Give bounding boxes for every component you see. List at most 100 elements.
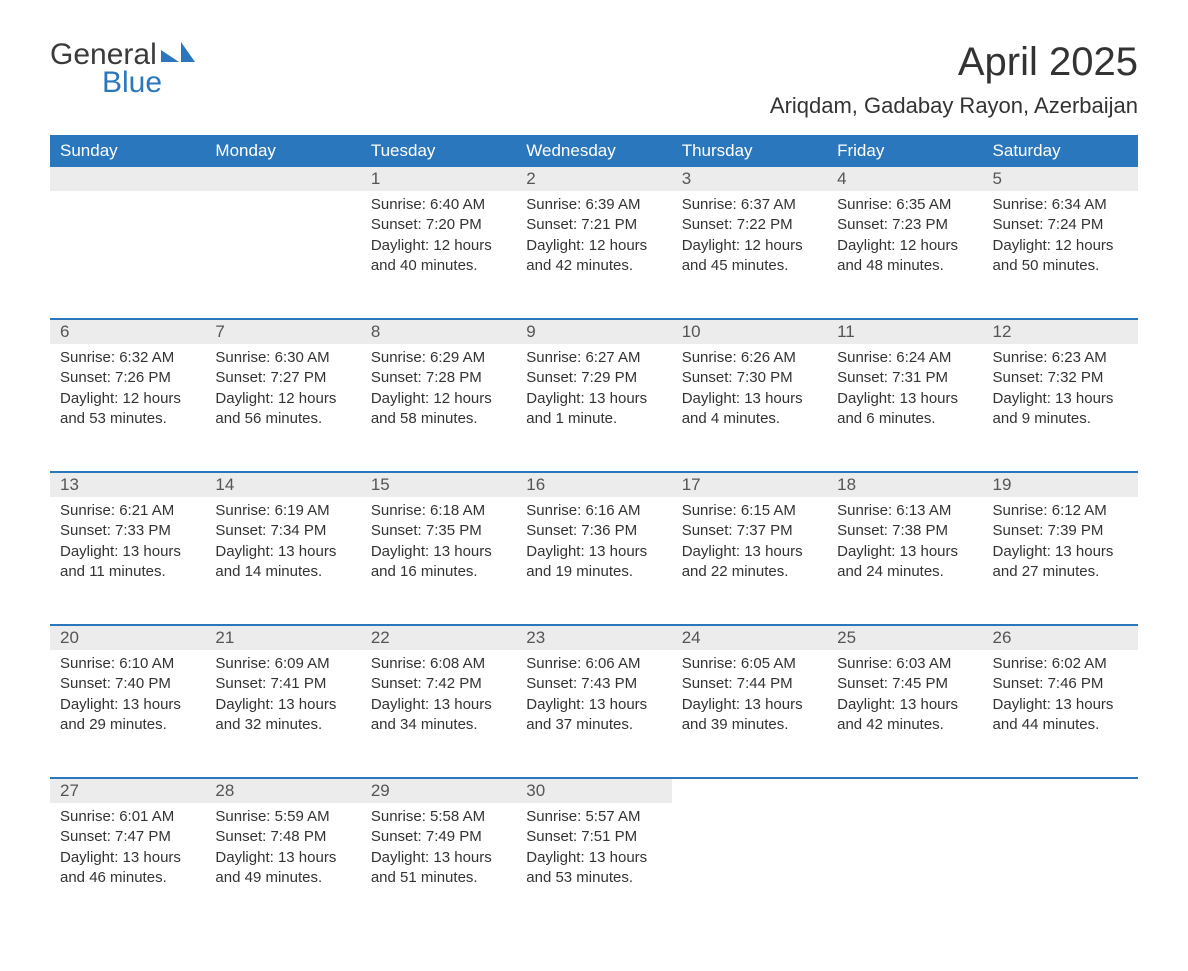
daylight-line: Daylight: 13 hours and 46 minutes. — [60, 848, 195, 889]
sunrise-line: Sunrise: 6:09 AM — [215, 654, 350, 674]
sunset-line: Sunset: 7:33 PM — [60, 521, 195, 541]
sunrise-line: Sunrise: 6:06 AM — [526, 654, 661, 674]
logo: General Blue — [50, 40, 195, 98]
sunrise-line: Sunrise: 6:24 AM — [837, 348, 972, 368]
daylight-line: Daylight: 13 hours and 6 minutes. — [837, 389, 972, 430]
day-content-cell: Sunrise: 6:21 AMSunset: 7:33 PMDaylight:… — [50, 497, 205, 625]
weekday-header: Thursday — [672, 135, 827, 167]
sunrise-line: Sunrise: 6:23 AM — [993, 348, 1128, 368]
weekday-header: Sunday — [50, 135, 205, 167]
content-row: Sunrise: 6:21 AMSunset: 7:33 PMDaylight:… — [50, 497, 1138, 625]
weekday-header: Monday — [205, 135, 360, 167]
sunset-line: Sunset: 7:26 PM — [60, 368, 195, 388]
daylight-line: Daylight: 13 hours and 51 minutes. — [371, 848, 506, 889]
day-content-cell: Sunrise: 5:58 AMSunset: 7:49 PMDaylight:… — [361, 803, 516, 931]
sunset-line: Sunset: 7:47 PM — [60, 827, 195, 847]
day-number-cell: 16 — [516, 472, 671, 497]
day-content-cell — [50, 191, 205, 319]
day-content-cell — [827, 803, 982, 931]
sunset-line: Sunset: 7:30 PM — [682, 368, 817, 388]
day-number-cell: 10 — [672, 319, 827, 344]
day-content-cell: Sunrise: 6:08 AMSunset: 7:42 PMDaylight:… — [361, 650, 516, 778]
weekday-header: Wednesday — [516, 135, 671, 167]
day-number-cell: 17 — [672, 472, 827, 497]
sunset-line: Sunset: 7:29 PM — [526, 368, 661, 388]
sunset-line: Sunset: 7:34 PM — [215, 521, 350, 541]
daylight-line: Daylight: 13 hours and 4 minutes. — [682, 389, 817, 430]
day-content-cell: Sunrise: 6:30 AMSunset: 7:27 PMDaylight:… — [205, 344, 360, 472]
day-number-cell: 3 — [672, 167, 827, 191]
day-content-cell: Sunrise: 6:35 AMSunset: 7:23 PMDaylight:… — [827, 191, 982, 319]
daylight-line: Daylight: 12 hours and 56 minutes. — [215, 389, 350, 430]
day-content-cell: Sunrise: 6:06 AMSunset: 7:43 PMDaylight:… — [516, 650, 671, 778]
day-content-cell: Sunrise: 6:39 AMSunset: 7:21 PMDaylight:… — [516, 191, 671, 319]
day-content-cell — [672, 803, 827, 931]
sunset-line: Sunset: 7:38 PM — [837, 521, 972, 541]
daylight-line: Daylight: 12 hours and 58 minutes. — [371, 389, 506, 430]
sunrise-line: Sunrise: 5:59 AM — [215, 807, 350, 827]
daylight-line: Daylight: 13 hours and 34 minutes. — [371, 695, 506, 736]
sunrise-line: Sunrise: 6:39 AM — [526, 195, 661, 215]
day-number-cell: 1 — [361, 167, 516, 191]
day-content-cell: Sunrise: 6:09 AMSunset: 7:41 PMDaylight:… — [205, 650, 360, 778]
day-content-cell: Sunrise: 6:24 AMSunset: 7:31 PMDaylight:… — [827, 344, 982, 472]
day-content-cell: Sunrise: 6:02 AMSunset: 7:46 PMDaylight:… — [983, 650, 1138, 778]
day-number-cell: 21 — [205, 625, 360, 650]
day-number-cell: 5 — [983, 167, 1138, 191]
sunrise-line: Sunrise: 6:32 AM — [60, 348, 195, 368]
sunset-line: Sunset: 7:21 PM — [526, 215, 661, 235]
daylight-line: Daylight: 13 hours and 42 minutes. — [837, 695, 972, 736]
day-content-cell: Sunrise: 6:29 AMSunset: 7:28 PMDaylight:… — [361, 344, 516, 472]
sunset-line: Sunset: 7:43 PM — [526, 674, 661, 694]
sunrise-line: Sunrise: 6:40 AM — [371, 195, 506, 215]
day-number-cell — [827, 778, 982, 803]
daylight-line: Daylight: 13 hours and 49 minutes. — [215, 848, 350, 889]
day-content-cell: Sunrise: 6:15 AMSunset: 7:37 PMDaylight:… — [672, 497, 827, 625]
sunrise-line: Sunrise: 6:12 AM — [993, 501, 1128, 521]
day-number-cell: 26 — [983, 625, 1138, 650]
sunrise-line: Sunrise: 6:35 AM — [837, 195, 972, 215]
daylight-line: Daylight: 13 hours and 37 minutes. — [526, 695, 661, 736]
day-number-cell: 7 — [205, 319, 360, 344]
logo-shape-icon — [161, 42, 195, 66]
daylight-line: Daylight: 12 hours and 53 minutes. — [60, 389, 195, 430]
sunrise-line: Sunrise: 6:03 AM — [837, 654, 972, 674]
daylight-line: Daylight: 13 hours and 29 minutes. — [60, 695, 195, 736]
sunset-line: Sunset: 7:20 PM — [371, 215, 506, 235]
day-number-cell: 27 — [50, 778, 205, 803]
day-content-cell: Sunrise: 5:57 AMSunset: 7:51 PMDaylight:… — [516, 803, 671, 931]
day-content-cell: Sunrise: 6:16 AMSunset: 7:36 PMDaylight:… — [516, 497, 671, 625]
sunset-line: Sunset: 7:28 PM — [371, 368, 506, 388]
daynum-row: 12345 — [50, 167, 1138, 191]
day-content-cell: Sunrise: 6:40 AMSunset: 7:20 PMDaylight:… — [361, 191, 516, 319]
day-number-cell: 13 — [50, 472, 205, 497]
sunrise-line: Sunrise: 6:18 AM — [371, 501, 506, 521]
sunrise-line: Sunrise: 5:57 AM — [526, 807, 661, 827]
sunrise-line: Sunrise: 6:34 AM — [993, 195, 1128, 215]
day-number-cell: 15 — [361, 472, 516, 497]
day-number-cell — [205, 167, 360, 191]
daylight-line: Daylight: 13 hours and 39 minutes. — [682, 695, 817, 736]
daynum-row: 20212223242526 — [50, 625, 1138, 650]
sunrise-line: Sunrise: 6:29 AM — [371, 348, 506, 368]
title-block: April 2025 Ariqdam, Gadabay Rayon, Azerb… — [770, 40, 1138, 119]
content-row: Sunrise: 6:40 AMSunset: 7:20 PM Daylight:… — [50, 191, 1138, 319]
day-number-cell: 14 — [205, 472, 360, 497]
daylight-line: Daylight: 12 hours and 50 minutes. — [993, 236, 1128, 277]
daylight-line: Daylight: 13 hours and 1 minute. — [526, 389, 661, 430]
sunset-line: Sunset: 7:36 PM — [526, 521, 661, 541]
day-content-cell: Sunrise: 6:13 AMSunset: 7:38 PMDaylight:… — [827, 497, 982, 625]
content-row: Sunrise: 6:01 AMSunset: 7:47 PMDaylight:… — [50, 803, 1138, 931]
day-content-cell: Sunrise: 6:03 AMSunset: 7:45 PMDaylight:… — [827, 650, 982, 778]
sunrise-line: Sunrise: 5:58 AM — [371, 807, 506, 827]
day-number-cell: 2 — [516, 167, 671, 191]
day-number-cell: 22 — [361, 625, 516, 650]
sunset-line: Sunset: 7:41 PM — [215, 674, 350, 694]
daylight-line: Daylight: 13 hours and 44 minutes. — [993, 695, 1128, 736]
weekday-header: Tuesday — [361, 135, 516, 167]
daylight-line: Daylight: 13 hours and 53 minutes. — [526, 848, 661, 889]
day-number-cell: 11 — [827, 319, 982, 344]
sunrise-line: Sunrise: 6:02 AM — [993, 654, 1128, 674]
day-content-cell: Sunrise: 6:01 AMSunset: 7:47 PMDaylight:… — [50, 803, 205, 931]
daylight-line: Daylight: 13 hours and 19 minutes. — [526, 542, 661, 583]
